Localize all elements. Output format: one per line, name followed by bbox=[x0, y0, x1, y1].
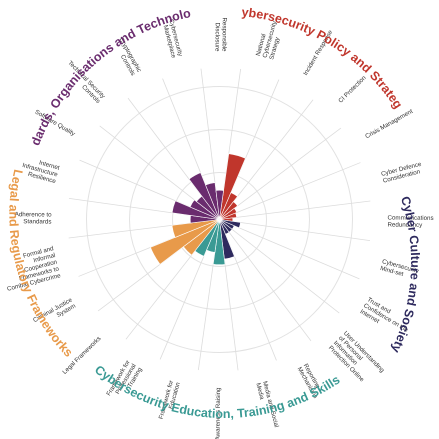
wedge-incident-response bbox=[219, 192, 238, 220]
wedge-crisis-management bbox=[219, 207, 238, 220]
spoke-line bbox=[224, 162, 361, 218]
spoke-line bbox=[222, 224, 312, 342]
grid-ring-inner bbox=[172, 172, 267, 267]
grid-ring-middle bbox=[129, 129, 310, 310]
rose-wedges bbox=[150, 153, 246, 266]
factor-label-awareness-raising: Awareness Raising bbox=[215, 387, 222, 439]
spoke-line bbox=[225, 200, 371, 220]
factor-label-crisis-management: Crisis Management bbox=[364, 108, 414, 140]
factor-label-ci-protection: CI Protection bbox=[337, 74, 368, 104]
factor-label-communications-redundancy: Communications Redundancy bbox=[387, 215, 433, 229]
grid-rings bbox=[86, 86, 353, 353]
spoke-line bbox=[224, 127, 342, 217]
wedge-internet-infrastructure-resilience bbox=[171, 200, 220, 220]
spoke-line bbox=[224, 221, 360, 280]
factor-label-internet-infrastructure-resilience: InternetInfrastructureResilience bbox=[20, 155, 61, 185]
wedge-national-cybersecurity-strategy bbox=[219, 153, 246, 220]
wedge-software-quality bbox=[189, 199, 220, 220]
spoke-line bbox=[222, 99, 314, 216]
factor-label-adherence-to-standards: Adherence to Standards bbox=[15, 211, 52, 225]
dimension-title-standards: Standards, Organisations and Technologie… bbox=[0, 0, 192, 148]
factor-label-responsible-disclosure: ResponsibleDisclosure bbox=[213, 17, 227, 52]
wedge-cryptographic-controls bbox=[188, 172, 220, 220]
wedge-formal-and-informal-cooperation-frameworks-to-combat-cybercrime bbox=[171, 219, 220, 238]
wedge-responsible-disclosure bbox=[215, 189, 224, 220]
spoke-line bbox=[225, 219, 371, 242]
grid-ring-outer bbox=[86, 86, 353, 353]
wedge-criminal-justice-system bbox=[150, 219, 220, 265]
wedge-awareness-raising bbox=[212, 219, 226, 266]
spoke-line bbox=[223, 222, 340, 314]
factor-label-cyber-defence-consideration: Cyber DefenceConsideration bbox=[380, 161, 424, 185]
wedge-ci-protection bbox=[219, 201, 238, 220]
